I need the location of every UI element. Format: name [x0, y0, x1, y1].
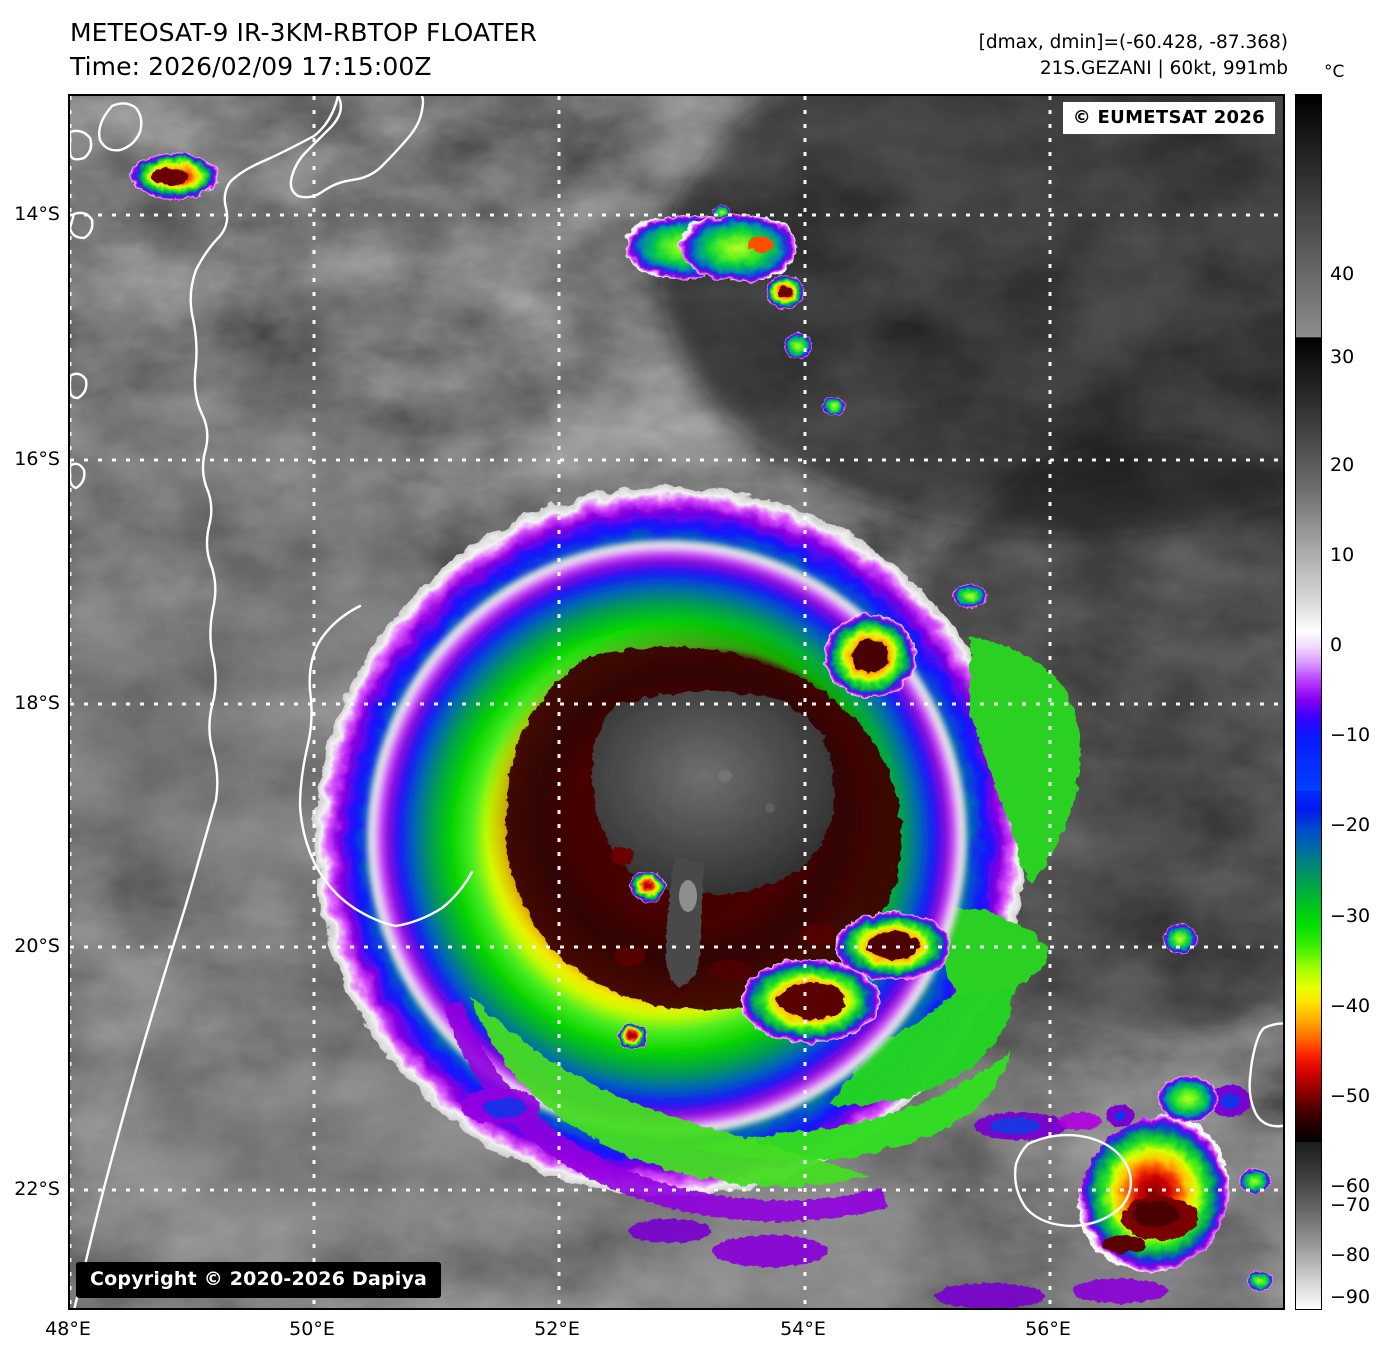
reunion-island [1013, 1133, 1133, 1228]
colorbar-units-label: °C [1324, 62, 1345, 82]
lon-tick-56°E: 56°E [1025, 1318, 1071, 1340]
small-island-west-2 [70, 462, 86, 490]
colorbar-tick--80: −80 [1330, 1244, 1371, 1267]
colorbar-tick-30: 30 [1330, 345, 1355, 368]
eumetsat-credit-badge: © EUMETSAT 2026 [1062, 102, 1275, 134]
colorbar-tick--50: −50 [1330, 1084, 1371, 1107]
page-title-block: METEOSAT-9 IR-3KM-RBTOP FLOATER Time: 20… [70, 16, 537, 84]
lon-tick-50°E: 50°E [289, 1318, 335, 1340]
colorbar-tick--90: −90 [1330, 1285, 1371, 1308]
colorbar-tick-40: 40 [1330, 262, 1355, 285]
colorbar-tick--60: −60 [1330, 1174, 1371, 1197]
colorbar-tick--40: −40 [1330, 995, 1371, 1017]
lat-tick-18°S: 18°S [14, 692, 60, 714]
page-title: METEOSAT-9 IR-3KM-RBTOP FLOATER [70, 18, 537, 47]
scattered-cells-east [953, 584, 1273, 1291]
metadata-block: [dmax, dmin]=(-60.428, -87.368) 21S.GEZA… [979, 30, 1288, 82]
lon-tick-48°E: 48°E [45, 1318, 91, 1340]
small-island-west [70, 372, 88, 400]
colorbar-tick--30: −30 [1330, 905, 1371, 928]
satellite-map[interactable]: © EUMETSAT 2026 Copyright © 2020-2026 Da… [68, 94, 1285, 1310]
temperature-colorbar[interactable] [1295, 94, 1322, 1310]
colorbar-tick-10: 10 [1330, 543, 1355, 566]
copyright-badge: Copyright © 2020-2026 Dapiya [76, 1262, 442, 1298]
outer-convective-cells [611, 614, 951, 1049]
purple-fringe-sw [460, 1088, 828, 1267]
comoros-island [98, 102, 143, 152]
madagascar-east-inner [298, 604, 398, 928]
lat-tick-16°S: 16°S [14, 448, 60, 470]
lat-tick-20°S: 20°S [14, 935, 60, 957]
colorbar-gradient [1296, 95, 1321, 1309]
cyclone-gezani [315, 486, 1081, 1222]
colorbar-tick--20: −20 [1330, 813, 1371, 836]
lon-tick-54°E: 54°E [780, 1318, 826, 1340]
timestamp-line: Time: 2026/02/09 17:15:00Z [70, 52, 432, 81]
cyclone-eye [591, 690, 835, 986]
dmax-dmin-readout: [dmax, dmin]=(-60.428, -87.368) [978, 32, 1288, 53]
lat-tick-22°S: 22°S [14, 1178, 60, 1200]
colorbar-tick-0: 0 [1330, 633, 1343, 656]
satellite-image-canvas [70, 96, 1283, 1308]
lon-tick-52°E: 52°E [534, 1318, 580, 1340]
convective-cluster-se [935, 1076, 1230, 1308]
colorbar-tick--10: −10 [1330, 723, 1371, 746]
colorbar-tick-20: 20 [1330, 453, 1355, 476]
lat-tick-14°S: 14°S [14, 203, 60, 225]
convective-cell-nw [131, 153, 219, 199]
madagascar-south-coast [394, 870, 474, 928]
graticule [70, 96, 1283, 1308]
convective-cluster-north [625, 205, 845, 416]
comoros-islet [70, 129, 93, 161]
madagascar-northwest [289, 96, 425, 199]
mauritius-island [1248, 1022, 1283, 1128]
colorbar-tick--70: −70 [1330, 1194, 1371, 1217]
storm-info-readout: 21S.GEZANI | 60kt, 991mb [1039, 58, 1288, 79]
